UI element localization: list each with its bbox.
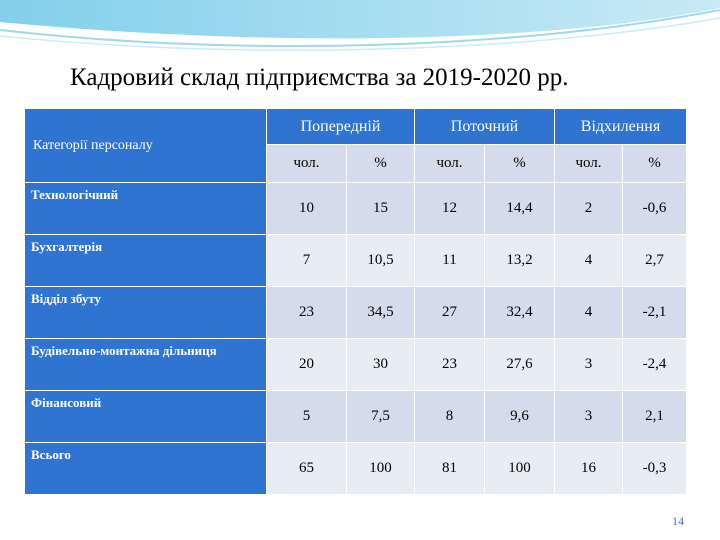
cell: 2,7 [622,234,687,287]
cell: 30 [346,338,415,391]
corner-header: Категорії персоналу [24,108,267,183]
cell: 5 [266,390,347,443]
cell: 10,5 [346,234,415,287]
group-header: Поточний [414,108,555,145]
cell: 4 [554,234,623,287]
cell: 12 [414,182,485,235]
cell: 34,5 [346,286,415,339]
cell: 3 [554,390,623,443]
cell: 8 [414,390,485,443]
table-row: Будівельно-монтажна дільниця 20 30 23 27,6 3-… [24,338,687,391]
slide-title: Кадровий склад підприємства за 2019-2020… [70,64,569,91]
cell: -2,1 [622,286,687,339]
sub-header: % [622,144,687,183]
cell: 10 [266,182,347,235]
cell: 27,6 [484,338,555,391]
sub-header: % [484,144,555,183]
cell: 15 [346,182,415,235]
sub-header: чол. [266,144,347,183]
table-row: Технологічний 10 15 12 14,4 2 -0,6 [24,182,687,235]
cell: 27 [414,286,485,339]
category: Фінансовий [24,390,267,443]
sub-header: чол. [414,144,485,183]
sub-header: чол. [554,144,623,183]
table-row: Відділ збуту 23 34,5 27 32,4 4 -2,1 [24,286,687,339]
decoration [0,0,720,51]
cell: 7,5 [346,390,415,443]
cell: 4 [554,286,623,339]
cell: 65 [266,442,347,495]
cell: 100 [346,442,415,495]
category: Будівельно-монтажна дільниця [24,338,267,391]
group-header: Відхилення [554,108,687,145]
group-header: Попередній [266,108,415,145]
cell: -0,6 [622,182,687,235]
cell: 14,4 [484,182,555,235]
page-number: 14 [672,514,684,528]
cell: 11 [414,234,485,287]
cell: 3 [554,338,623,391]
cell: 32,4 [484,286,555,339]
cell: 23 [414,338,485,391]
table-row: Фінансовий 5 7,5 8 9,6 3 2,1 [24,390,687,443]
sub-header: % [346,144,415,183]
category: Технологічний [24,182,267,235]
cell: 16 [554,442,623,495]
table-row: Всього 65 100 81 100 16 -0,3 [24,442,687,495]
category: Бухгалтерія [24,234,267,287]
cell: 20 [266,338,347,391]
cell: -0,3 [622,442,687,495]
cell: 9,6 [484,390,555,443]
category: Всього [24,442,267,495]
table-row: Бухгалтерія 7 10,5 11 13,2 4 2,7 [24,234,687,287]
cell: 100 [484,442,555,495]
data-table: Категорії персоналу Попередній Поточний … [24,108,687,495]
cell: 13,2 [484,234,555,287]
cell: 2,1 [622,390,687,443]
cell: 81 [414,442,485,495]
cell: 2 [554,182,623,235]
cell: 7 [266,234,347,287]
category: Відділ збуту [24,286,267,339]
cell: 23 [266,286,347,339]
cell: -2,4 [622,338,687,391]
